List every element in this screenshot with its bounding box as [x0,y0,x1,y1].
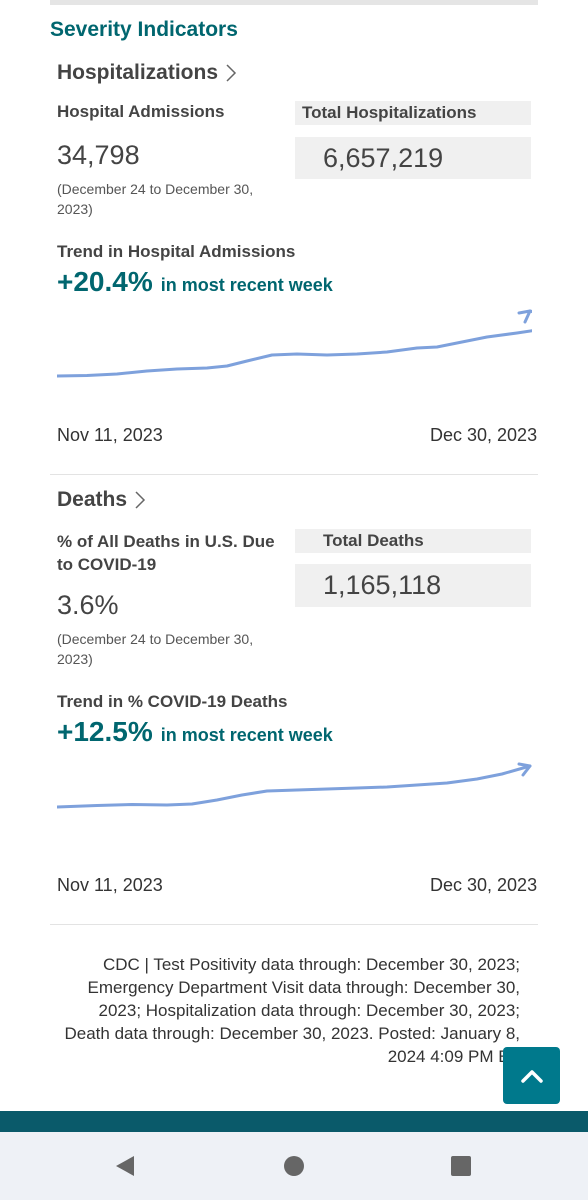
total-hospitalizations-label: Total Hospitalizations [295,101,531,125]
hospitalizations-link[interactable]: Hospitalizations [57,61,238,85]
total-hospitalizations-value: 6,657,219 [295,137,531,179]
deaths-pct-label: % of All Deaths in U.S. Due to COVID-19 [57,532,275,574]
total-deaths-value: 1,165,118 [295,564,531,607]
nav-recents-button[interactable] [446,1151,476,1181]
section-divider [50,474,538,475]
section-divider [50,924,538,925]
hospital-admissions-value: 34,798 [57,140,140,170]
hospital-trend: +20.4% in most recent week [57,266,333,298]
hospital-admissions-sparkline [57,309,532,378]
total-deaths-label: Total Deaths [295,529,531,553]
chevron-right-icon [135,491,146,509]
back-to-top-button[interactable] [503,1047,560,1104]
section-title: Severity Indicators [50,18,238,41]
deaths-trend: +12.5% in most recent week [57,716,333,748]
hospital-trend-pct: +20.4% [57,266,153,297]
chevron-right-icon [226,64,237,82]
deaths-link[interactable]: Deaths [57,488,147,512]
deaths-start-date: Nov 11, 2023 [57,875,163,895]
hospital-admissions-label: Hospital Admissions [57,102,225,121]
hospital-end-date: Dec 30, 2023 [430,425,538,445]
deaths-trend-text: in most recent week [160,725,333,745]
hospital-trend-title: Trend in Hospital Admissions [57,242,296,261]
hospital-admissions-date-range: (December 24 to December 30, 2023) [57,181,254,217]
triangle-back-icon [116,1156,134,1176]
nav-back-button[interactable] [110,1151,140,1181]
square-recents-icon [451,1156,471,1176]
deaths-end-date: Dec 30, 2023 [430,875,538,895]
chevron-up-icon [520,1069,543,1083]
nav-home-button[interactable] [279,1151,309,1181]
deaths-trend-pct: +12.5% [57,716,153,747]
deaths-pct-value: 3.6% [57,590,119,620]
hospital-start-date: Nov 11, 2023 [57,425,163,445]
deaths-date-range: (December 24 to December 30, 2023) [57,631,254,667]
deaths-sparkline [57,762,532,809]
top-divider [50,0,538,5]
data-footnote: CDC | Test Positivity data through: Dece… [64,955,520,1066]
hospital-trend-text: in most recent week [160,275,333,295]
footer-band [0,1111,588,1132]
hospitalizations-heading: Hospitalizations [57,61,219,84]
deaths-trend-title: Trend in % COVID-19 Deaths [57,692,288,711]
circle-home-icon [284,1156,304,1176]
deaths-heading: Deaths [57,488,128,511]
